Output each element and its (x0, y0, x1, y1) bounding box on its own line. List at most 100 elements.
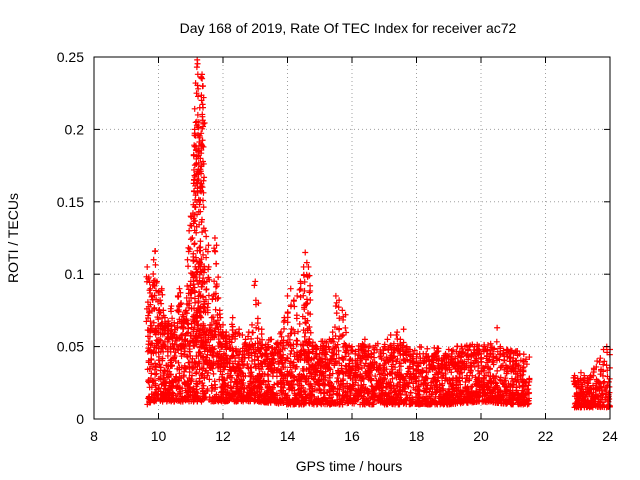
roti-point (148, 356, 155, 363)
roti-point (222, 394, 229, 401)
roti-point (372, 373, 379, 380)
roti-point (368, 401, 375, 408)
roti-point (454, 393, 461, 400)
roti-point (193, 64, 200, 71)
roti-point (243, 397, 250, 404)
roti-point (473, 397, 480, 404)
roti-point (314, 378, 321, 385)
roti-point (334, 375, 341, 382)
roti-point (152, 390, 159, 397)
roti-point (158, 390, 165, 397)
roti-point (451, 398, 458, 405)
roti-point (357, 388, 364, 395)
x-tick-label: 16 (344, 428, 360, 444)
roti-point (148, 384, 155, 391)
roti-peak-point (144, 263, 151, 270)
roti-point (170, 392, 177, 399)
roti-point (215, 363, 222, 370)
roti-point (176, 370, 183, 377)
roti-point (281, 325, 288, 332)
roti-point (258, 353, 265, 360)
roti-point (210, 358, 217, 365)
roti-point (599, 390, 606, 397)
roti-point (525, 400, 532, 407)
roti-point (434, 401, 441, 408)
roti-peak-point (339, 307, 346, 314)
roti-point (161, 379, 168, 386)
roti-point (357, 386, 364, 393)
roti-peak-point (307, 282, 314, 289)
roti-point (484, 390, 491, 397)
roti-point (333, 310, 340, 317)
y-tick-label: 0 (76, 411, 84, 427)
roti-point (496, 376, 503, 383)
roti-point (453, 381, 460, 388)
roti-point (592, 395, 599, 402)
x-tick-label: 8 (90, 428, 98, 444)
roti-point (195, 352, 202, 359)
roti-point (218, 393, 225, 400)
roti-point (195, 358, 202, 365)
roti-peak-point (211, 235, 218, 241)
roti-point (228, 395, 235, 402)
roti-point (478, 378, 485, 385)
roti-point (571, 404, 578, 411)
roti-point (296, 320, 303, 327)
roti-point (192, 370, 199, 377)
roti-point (431, 344, 438, 351)
roti-point (467, 398, 474, 405)
roti-point (212, 384, 219, 391)
roti-point (439, 395, 446, 402)
roti-point (186, 369, 193, 376)
roti-point (185, 263, 192, 270)
roti-point (396, 401, 403, 408)
roti-point (181, 365, 188, 372)
roti-point (198, 364, 205, 371)
roti-point (186, 374, 193, 381)
roti-point (193, 369, 200, 376)
roti-point (234, 393, 241, 400)
roti-point (465, 388, 472, 395)
roti-point (158, 381, 165, 388)
roti-point (278, 387, 285, 394)
roti-point (212, 248, 219, 255)
roti-point (252, 374, 259, 381)
roti-point (340, 388, 347, 395)
roti-point (405, 383, 412, 390)
roti-point (191, 105, 198, 112)
roti-point (397, 391, 404, 398)
chart-title: Day 168 of 2019, Rate Of TEC Index for r… (180, 20, 517, 36)
roti-point (336, 391, 343, 398)
roti-point (194, 392, 201, 399)
roti-point (263, 399, 270, 406)
roti-point (249, 329, 256, 336)
roti-point (279, 396, 286, 403)
roti-point (239, 370, 246, 377)
roti-point (469, 372, 476, 379)
roti-point (381, 376, 388, 383)
roti-point (422, 400, 429, 407)
roti-point (376, 371, 383, 378)
roti-point (459, 375, 466, 382)
roti-point (574, 391, 581, 398)
roti-point (320, 372, 327, 379)
roti-point (603, 403, 610, 410)
roti-point (439, 382, 446, 389)
roti-point (200, 382, 207, 389)
roti-point (605, 393, 612, 400)
y-tick-label: 0.2 (65, 121, 85, 137)
roti-point (500, 392, 507, 399)
roti-point (368, 375, 375, 382)
roti-point (394, 369, 401, 376)
roti-peak-point (302, 249, 309, 256)
roti-point (189, 355, 196, 362)
roti-point (419, 393, 426, 400)
roti-point (169, 383, 176, 390)
roti-point (464, 394, 471, 401)
roti-point (240, 392, 247, 399)
roti-point (201, 394, 208, 401)
roti-point (178, 364, 185, 371)
y-tick-label: 0.15 (57, 194, 84, 210)
roti-point (459, 387, 466, 394)
roti-point (296, 286, 303, 293)
